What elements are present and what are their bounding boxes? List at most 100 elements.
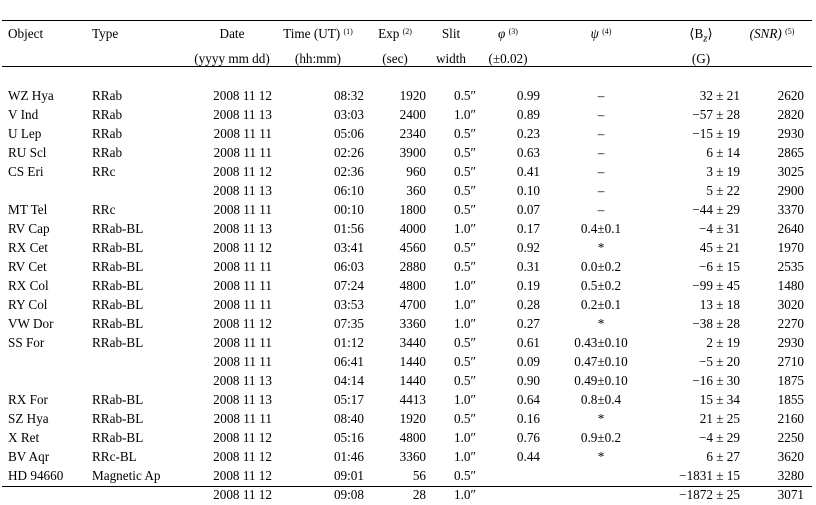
cell-slit-width: 0.5″ [454, 467, 476, 483]
cell-snr: 3280 [777, 467, 804, 483]
cell-object [0, 371, 92, 390]
cell-object: SZ Hya [8, 410, 49, 426]
cell-exposure: 1440 [399, 353, 426, 369]
cell-slit-width: 0.5″ [454, 125, 476, 141]
cell-slit-width: 0.5″ [454, 334, 476, 350]
cell-exposure: 2880 [399, 258, 426, 274]
cell-slit-width: 0.5″ [454, 258, 476, 274]
cell-slit-width: 1.0″ [454, 220, 476, 236]
cell-blazhko-phase: * [597, 410, 605, 426]
table-row: 2008 11 13 04:14 1440 0.5″ 0.90 0.49±0.10 −16 … [0, 371, 816, 390]
cell-snr: 2710 [777, 353, 804, 369]
header-bz-unit: (G) [691, 50, 711, 66]
cell-snr: 3071 [777, 486, 804, 502]
cell-time: 03:53 [333, 296, 364, 312]
cell-magnetic-field: −1872 ± 25 [679, 486, 740, 502]
cell-magnetic-field: −99 ± 45 [692, 277, 740, 293]
cell-object: HD 94660 [8, 467, 64, 483]
cell-blazhko-phase: 0.2±0.1 [580, 296, 622, 312]
cell-slit-width: 1.0″ [454, 448, 476, 464]
body-spacer [0, 68, 816, 86]
cell-slit-width: 0.5″ [454, 239, 476, 255]
cell-magnetic-field: −57 ± 28 [692, 106, 740, 122]
cell-blazhko-phase: 0.47±0.10 [574, 353, 628, 369]
table-top-rule [2, 20, 812, 21]
cell-exposure: 1800 [399, 201, 426, 217]
header-bz-open: ⟨B [689, 26, 704, 41]
cell-phase: 0.28 [516, 296, 540, 312]
cell-snr: 1970 [777, 239, 804, 255]
cell-magnetic-field: 32 ± 21 [699, 87, 740, 103]
cell-exposure: 4700 [399, 296, 426, 312]
header-snr: (SNR) (5) [740, 0, 816, 49]
header-time-label: Time (UT) [283, 26, 341, 41]
cell-snr: 2900 [777, 182, 804, 198]
cell-type: RRc-BL [92, 448, 137, 464]
cell-date: 2008 11 13 [213, 391, 272, 407]
cell-phase: 0.63 [516, 144, 540, 160]
cell-type: RRab-BL [92, 391, 144, 407]
header-time-unit: (hh:mm) [294, 50, 342, 66]
cell-magnetic-field: −4 ± 29 [698, 429, 740, 445]
table-row: RX Col RRab-BL 2008 11 11 07:24 4800 1.0″ 0.19… [0, 276, 816, 295]
cell-object: RX Cet [8, 239, 48, 255]
cell-slit-width: 0.5″ [454, 201, 476, 217]
cell-snr: 2930 [777, 334, 804, 350]
cell-blazhko-phase [540, 466, 662, 485]
cell-blazhko-phase: 0.8±0.4 [580, 391, 622, 407]
cell-date: 2008 11 11 [213, 277, 272, 293]
cell-time: 01:46 [333, 448, 364, 464]
cell-date: 2008 11 12 [213, 467, 272, 483]
cell-time: 05:17 [333, 391, 364, 407]
cell-exposure: 1920 [399, 87, 426, 103]
cell-snr: 2820 [777, 106, 804, 122]
cell-object: V Ind [8, 106, 39, 122]
cell-exposure: 2340 [399, 125, 426, 141]
cell-time: 03:41 [333, 239, 364, 255]
table-row: HD 94660 Magnetic Ap 2008 11 12 09:01 56 0.5″… [0, 466, 816, 485]
header-exp-unit: (sec) [382, 50, 408, 66]
cell-time: 06:41 [333, 353, 364, 369]
cell-date: 2008 11 12 [213, 163, 272, 179]
header-date-unit: (yyyy mm dd) [194, 50, 270, 66]
header-psi-symbol: ψ [590, 26, 599, 41]
cell-time: 08:40 [333, 410, 364, 426]
cell-object: MT Tel [8, 201, 48, 217]
table-row: RX Cet RRab-BL 2008 11 12 03:41 4560 0.5″ 0.92… [0, 238, 816, 257]
cell-blazhko-phase: 0.43±0.10 [574, 334, 628, 350]
cell-type: RRab-BL [92, 239, 144, 255]
cell-time: 06:03 [333, 258, 364, 274]
cell-time: 02:26 [333, 144, 364, 160]
cell-magnetic-field: −4 ± 31 [698, 220, 740, 236]
cell-magnetic-field: −16 ± 30 [692, 372, 740, 388]
cell-magnetic-field: 21 ± 25 [699, 410, 740, 426]
cell-magnetic-field: −1831 ± 15 [679, 467, 740, 483]
cell-phase: 0.10 [516, 182, 540, 198]
cell-date: 2008 11 12 [213, 429, 272, 445]
cell-snr: 2270 [777, 315, 804, 331]
cell-object [0, 181, 92, 200]
cell-slit-width: 0.5″ [454, 87, 476, 103]
cell-object: X Ret [8, 429, 40, 445]
cell-slit-width: 1.0″ [454, 486, 476, 502]
cell-exposure: 4413 [399, 391, 426, 407]
cell-slit-width: 1.0″ [454, 315, 476, 331]
cell-magnetic-field: −6 ± 15 [698, 258, 740, 274]
cell-object: RV Cet [8, 258, 47, 274]
cell-date: 2008 11 13 [213, 182, 272, 198]
cell-phase [476, 485, 540, 504]
cell-slit-width: 0.5″ [454, 144, 476, 160]
cell-exposure: 4800 [399, 429, 426, 445]
header-row: Object Type Date Time (UT) (1) Exp (2) S… [0, 0, 816, 49]
header-time: Time (UT) (1) [272, 0, 364, 49]
header-bz-sub: z [703, 32, 708, 45]
header-units-empty [740, 49, 816, 68]
cell-type [92, 371, 192, 390]
table-row: SZ Hya RRab-BL 2008 11 11 08:40 1920 0.5″ 0.16… [0, 409, 816, 428]
header-units-empty [92, 49, 192, 68]
cell-type: RRab [92, 125, 123, 141]
header-phi-symbol: φ [498, 26, 506, 41]
cell-slit-width: 1.0″ [454, 296, 476, 312]
cell-date: 2008 11 13 [213, 106, 272, 122]
cell-type: RRab-BL [92, 315, 144, 331]
